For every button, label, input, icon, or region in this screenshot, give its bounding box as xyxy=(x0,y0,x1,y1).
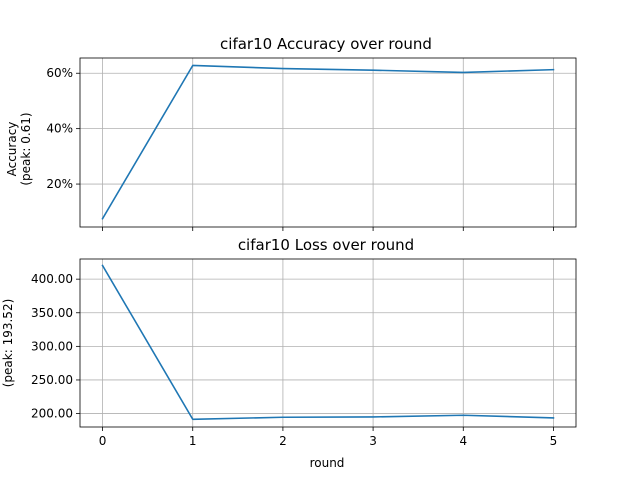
loss-y-axis-label: (peak: 193.52) xyxy=(1,299,15,388)
loss-x-axis-label: round xyxy=(310,456,345,470)
loss-chart-title: cifar10 Loss over round xyxy=(238,236,414,254)
loss-series-line xyxy=(101,264,555,421)
accuracy-y-tick-label: 20% xyxy=(46,177,73,191)
loss-x-tick-label: 2 xyxy=(279,434,287,448)
loss-x-tick-label: 4 xyxy=(459,434,467,448)
loss-y-tick-label: 400.00 xyxy=(31,272,73,286)
loss-subplot: cifar10 Loss over round (peak: 193.52) r… xyxy=(1,236,577,470)
accuracy-chart-title: cifar10 Accuracy over round xyxy=(220,35,432,53)
loss-y-tick-label: 250.00 xyxy=(31,373,73,387)
loss-x-tick-label: 0 xyxy=(99,434,107,448)
loss-y-axis-label-line-1: (peak: 193.52) xyxy=(1,299,15,388)
loss-x-tick-label: 3 xyxy=(369,434,377,448)
accuracy-y-axis-label: Accuracy (peak: 0.61) xyxy=(5,112,33,185)
accuracy-y-tick-label: 40% xyxy=(46,122,73,136)
loss-y-tick-label: 350.00 xyxy=(31,306,73,320)
accuracy-y-tick-label: 60% xyxy=(46,66,73,80)
accuracy-y-axis-label-line-1: Accuracy xyxy=(5,122,19,177)
accuracy-subplot: cifar10 Accuracy over round Accuracy (pe… xyxy=(5,35,577,231)
loss-y-tick-label: 200.00 xyxy=(31,407,73,421)
accuracy-series-line xyxy=(101,64,555,220)
accuracy-y-axis-label-line-2: (peak: 0.61) xyxy=(19,112,33,185)
loss-y-tick-label: 300.00 xyxy=(31,339,73,353)
loss-plot-frame xyxy=(79,258,577,428)
loss-x-tick-label: 5 xyxy=(550,434,558,448)
accuracy-plot-frame xyxy=(79,57,577,228)
loss-x-tick-label: 1 xyxy=(189,434,197,448)
